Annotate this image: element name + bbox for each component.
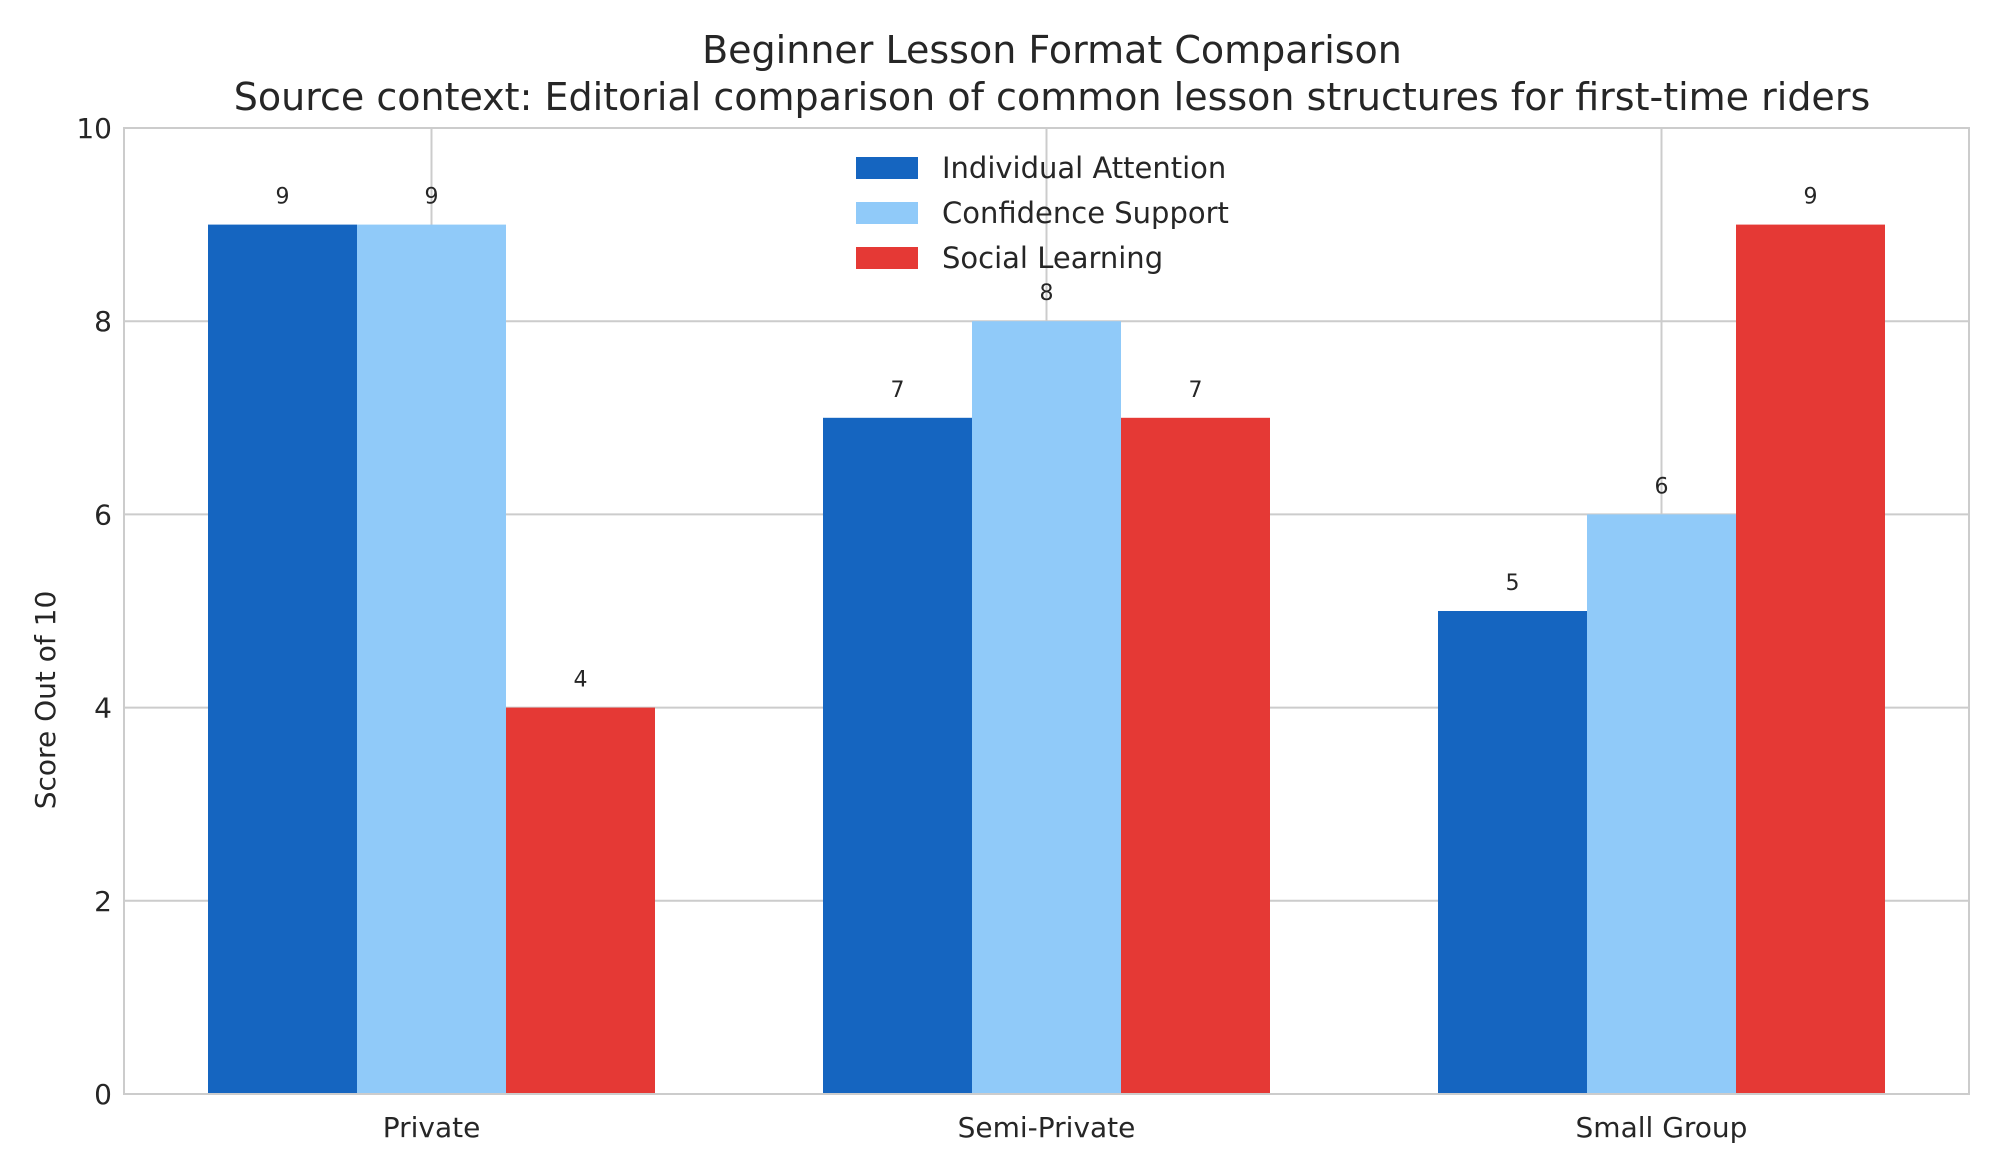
y-tick-label: 6 <box>94 498 112 531</box>
legend-label: Confidence Support <box>942 196 1229 230</box>
bar <box>357 224 506 1095</box>
bar-value-label: 7 <box>891 378 905 403</box>
y-tick-label: 2 <box>94 885 112 918</box>
bar-value-label: 9 <box>1804 185 1818 210</box>
legend-label: Social Learning <box>942 241 1163 275</box>
bar <box>1587 514 1736 1094</box>
plot-frame <box>123 127 1970 1095</box>
legend-swatch <box>856 202 918 224</box>
bar-value-label: 9 <box>276 185 290 210</box>
bar <box>208 224 357 1095</box>
x-tick-label: Private <box>383 1111 481 1144</box>
chart-subtitle: Source context: Editorial comparison of … <box>234 75 1871 119</box>
bar-value-label: 7 <box>1189 378 1203 403</box>
bar-value-label: 5 <box>1506 571 1520 596</box>
x-tick-label: Semi-Private <box>958 1111 1136 1144</box>
data-labels: 9 7 5 9 8 6 4 7 9 <box>276 185 1818 693</box>
y-tick-label: 0 <box>94 1078 112 1111</box>
legend-label: Individual Attention <box>942 151 1226 185</box>
bar <box>1121 417 1270 1094</box>
bars <box>208 224 1885 1095</box>
legend: Individual Attention Confidence Support So… <box>856 151 1229 275</box>
bar-value-label: 6 <box>1655 474 1669 499</box>
bar-value-label: 4 <box>574 668 588 693</box>
bar-value-label: 9 <box>425 185 439 210</box>
x-tick-label: Small Group <box>1576 1111 1748 1144</box>
bar <box>972 321 1121 1094</box>
bar <box>1438 611 1587 1094</box>
bar-value-label: 8 <box>1040 281 1054 306</box>
y-tick-label: 10 <box>76 112 112 145</box>
axes: 0 2 4 6 8 10 Private Semi-Private Small Group <box>76 112 1970 1144</box>
legend-swatch <box>856 247 918 269</box>
chart-title: Beginner Lesson Format Comparison <box>702 28 1402 72</box>
bar <box>823 417 972 1094</box>
y-tick-label: 8 <box>94 305 112 338</box>
bar <box>1736 224 1885 1095</box>
bar <box>506 707 655 1094</box>
legend-swatch <box>856 157 918 179</box>
y-axis-label: Score Out of 10 <box>29 591 62 810</box>
y-tick-label: 4 <box>94 692 112 725</box>
